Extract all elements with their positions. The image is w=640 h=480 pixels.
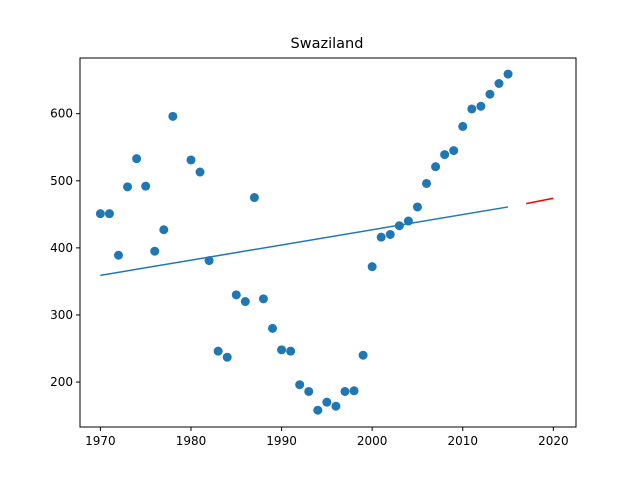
data-point — [204, 256, 214, 266]
data-point — [503, 69, 513, 79]
data-point — [304, 386, 314, 396]
chart-marks — [95, 69, 554, 415]
data-point — [422, 178, 432, 188]
data-point — [231, 290, 241, 300]
data-point — [186, 155, 196, 165]
data-point — [367, 262, 377, 272]
data-point — [322, 397, 332, 407]
y-tick-label: 200 — [50, 375, 73, 389]
data-point — [385, 229, 395, 239]
data-point — [340, 386, 350, 396]
axis-ticks: 1970 1980 1990 2000 2010 2020 200 300 400 500 600 — [50, 107, 569, 448]
y-tick-label: 500 — [50, 174, 73, 188]
plot-frame — [79, 57, 577, 428]
data-point — [331, 401, 341, 411]
data-point — [394, 221, 404, 231]
y-tick-label: 600 — [50, 107, 73, 121]
data-point — [349, 386, 359, 396]
data-point — [240, 297, 250, 307]
data-point — [195, 167, 205, 177]
x-tick-label: 2010 — [447, 434, 478, 448]
data-point — [449, 146, 459, 156]
data-point — [168, 111, 178, 121]
data-point — [286, 346, 296, 356]
data-point — [249, 193, 259, 203]
data-point — [213, 346, 223, 356]
x-tick-label: 1990 — [266, 434, 297, 448]
data-point — [376, 232, 386, 242]
forecast-line — [526, 197, 554, 205]
data-point — [95, 209, 105, 219]
data-point — [467, 104, 477, 114]
data-point — [114, 250, 124, 260]
data-point — [123, 182, 133, 192]
x-tick-label: 2000 — [357, 434, 388, 448]
data-point — [485, 89, 495, 99]
x-tick-label: 1980 — [176, 434, 207, 448]
y-tick-label: 300 — [50, 308, 73, 322]
data-point — [268, 323, 278, 333]
data-point — [313, 405, 323, 415]
data-point — [431, 162, 441, 172]
data-point — [132, 154, 142, 164]
chart-title: Swaziland — [291, 36, 364, 52]
x-tick-label: 1970 — [85, 434, 116, 448]
data-point — [358, 350, 368, 360]
data-point — [222, 352, 232, 362]
data-point — [277, 345, 287, 355]
data-point — [476, 101, 486, 111]
data-point — [440, 150, 450, 160]
data-point — [403, 216, 413, 226]
data-point — [258, 294, 268, 304]
trend-line — [100, 206, 509, 277]
data-point — [494, 78, 504, 88]
data-point — [412, 202, 422, 212]
x-tick-label: 2020 — [538, 434, 569, 448]
data-point — [104, 209, 114, 219]
data-point — [150, 246, 160, 256]
data-point — [159, 225, 169, 235]
data-point — [295, 380, 305, 390]
data-point — [141, 181, 151, 191]
data-point — [458, 121, 468, 131]
y-tick-label: 400 — [50, 241, 73, 255]
